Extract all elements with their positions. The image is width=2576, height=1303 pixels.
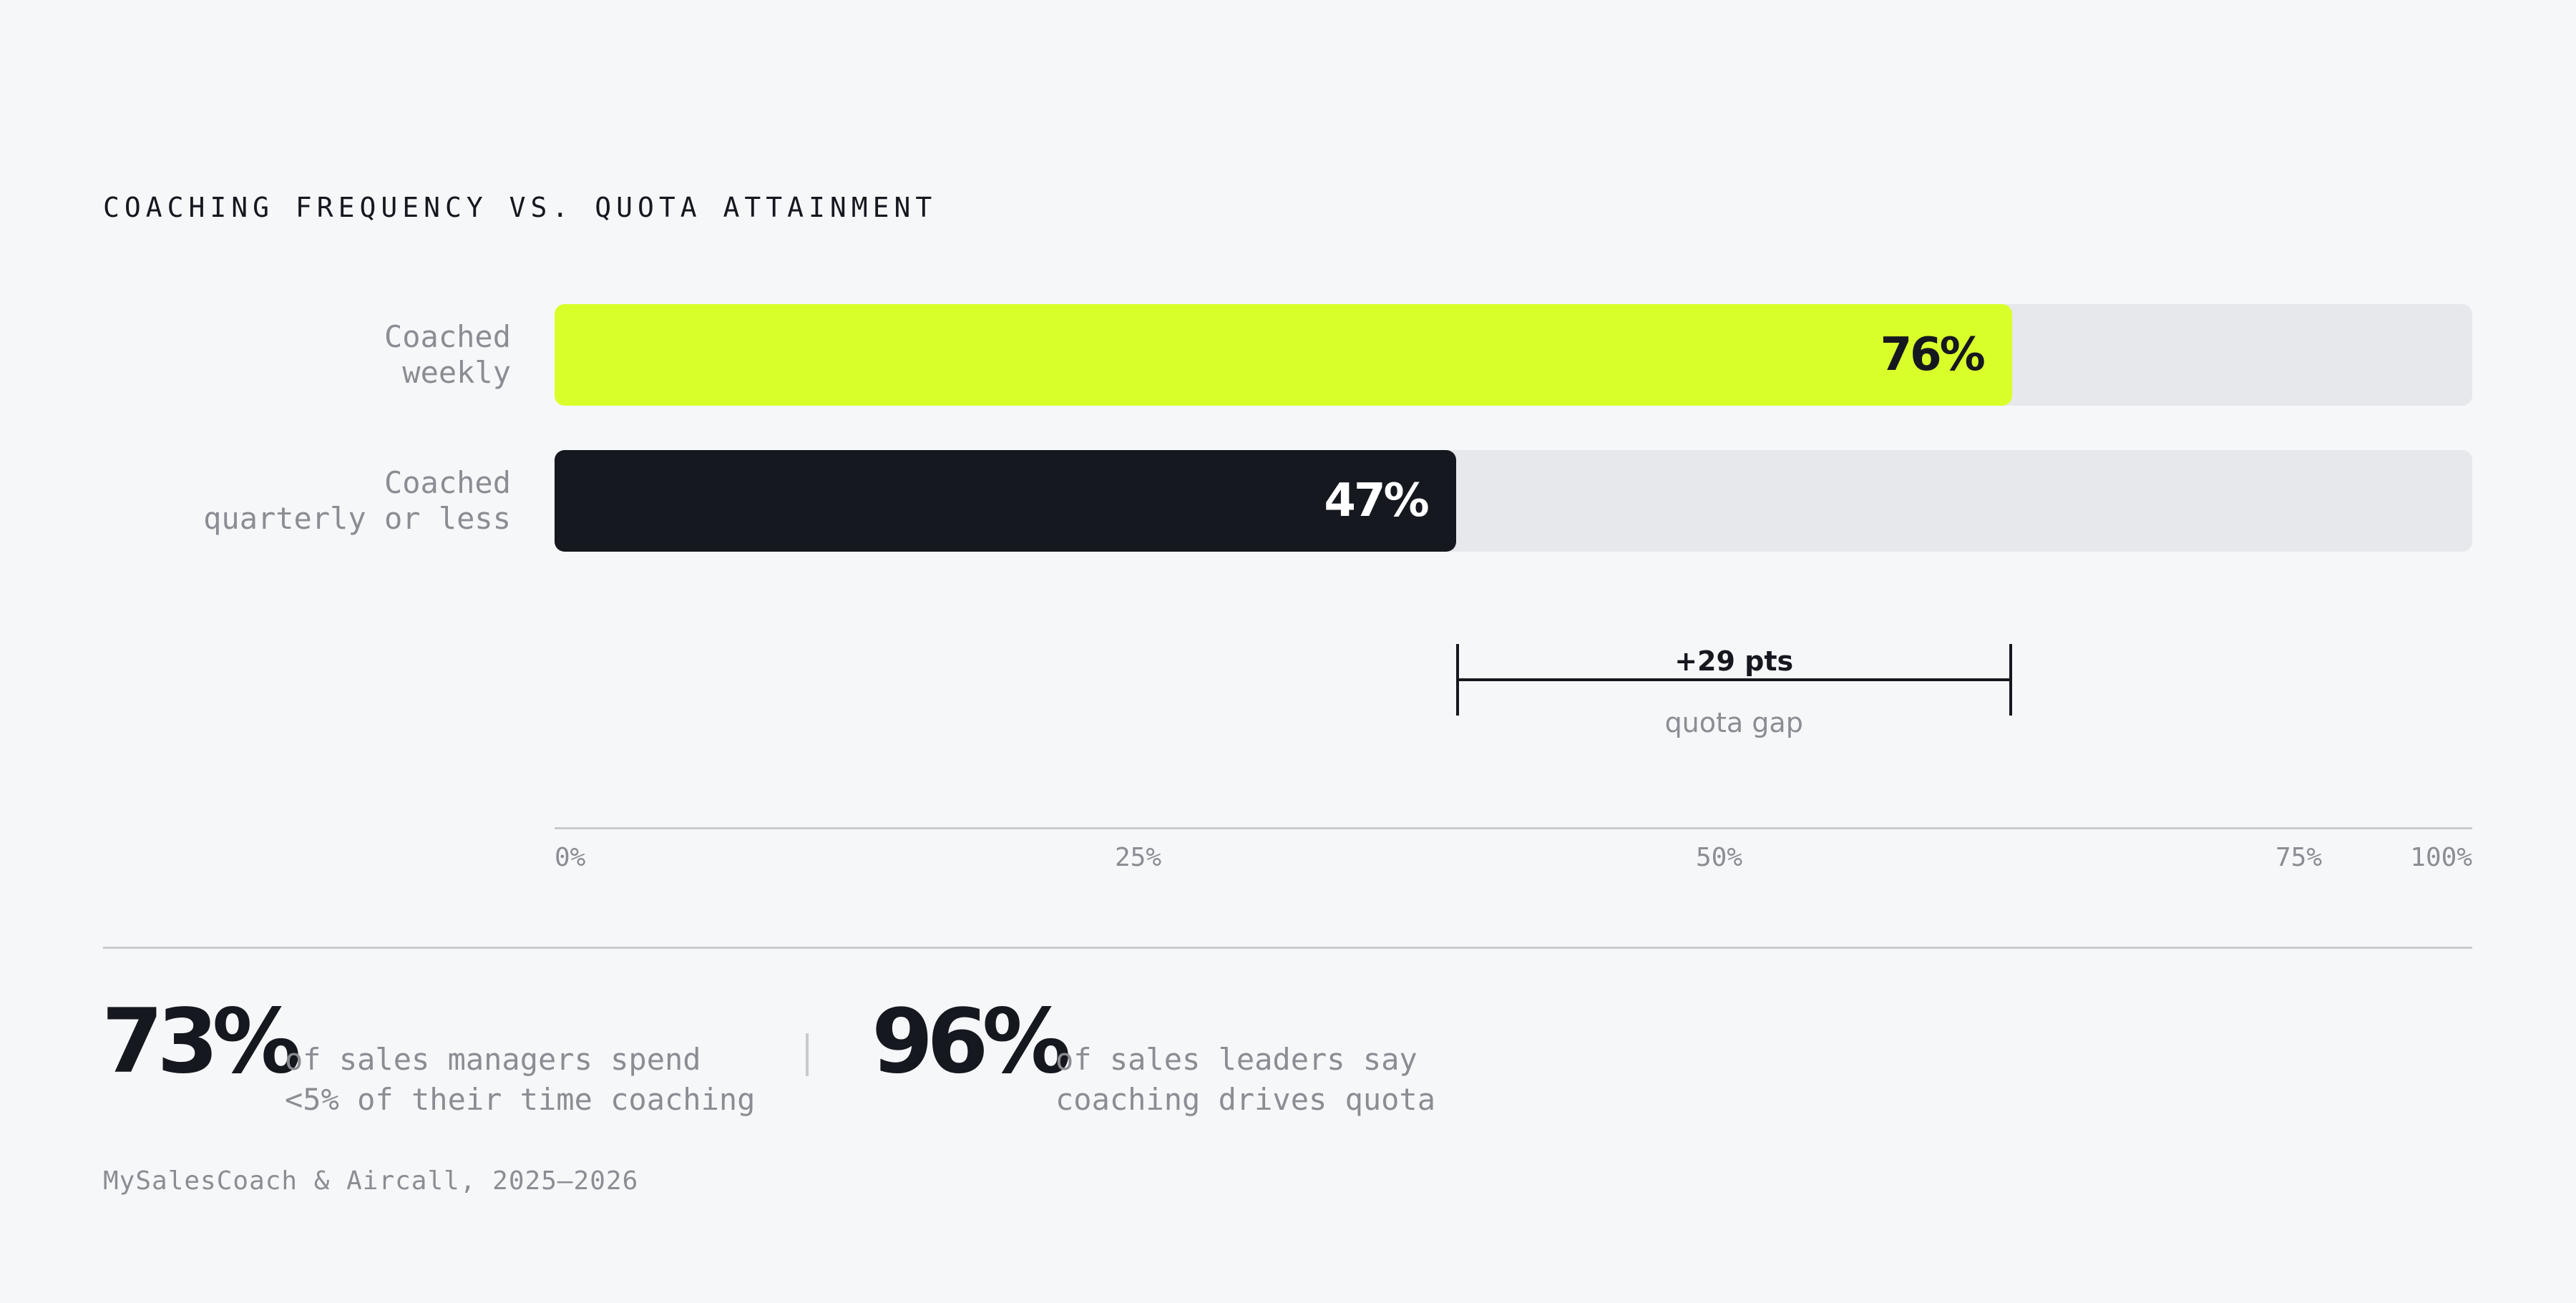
row-label-weekly: Coached weekly (384, 319, 511, 391)
x-tick-label: 75% (2275, 843, 2323, 872)
bar-value-label: 76% (1880, 328, 1986, 381)
stat-line: of sales leaders say (1055, 1042, 1418, 1077)
stat-line: of sales managers spend (285, 1042, 701, 1077)
bar-value-label: 47% (1324, 474, 1429, 527)
x-tick-label: 0% (555, 843, 586, 872)
gap-label: +29 pts (1674, 645, 1794, 677)
stat-number: 73% (102, 990, 301, 1093)
section-divider (103, 947, 2472, 949)
bar-track-quarterly: 47% (555, 450, 2472, 552)
x-axis-line (555, 827, 2472, 829)
row-label-line: Coached (384, 319, 511, 354)
row-label-quarterly: Coached quarterly or less (203, 465, 511, 537)
stat-description: of sales leaders say coaching drives quo… (1055, 1040, 1435, 1120)
bar-weekly: 76% (555, 304, 2012, 406)
gap-sublabel: quota gap (1664, 707, 1803, 738)
chart-title: COACHING FREQUENCY VS. QUOTA ATTAINMENT (103, 192, 937, 223)
stat-separator (806, 1033, 809, 1076)
row-label-line: Coached (384, 465, 511, 500)
x-tick-label: 100% (2410, 843, 2472, 872)
source-citation: MySalesCoach & Aircall, 2025–2026 (103, 1166, 639, 1196)
row-label-line: quarterly or less (203, 501, 511, 536)
row-label-line: weekly (402, 355, 511, 390)
x-tick-label: 50% (1696, 843, 1743, 872)
bar-quarterly: 47% (555, 450, 1456, 552)
gap-line (1455, 678, 2012, 681)
stat-line: <5% of their time coaching (285, 1082, 756, 1117)
stat-description: of sales managers spend <5% of their tim… (285, 1040, 755, 1120)
x-tick-label: 25% (1115, 843, 1162, 872)
quota-gap-annotation: +29 pts quota gap (1455, 644, 2012, 738)
bar-track-weekly: 76% (555, 304, 2472, 406)
stat-line: coaching drives quota (1055, 1082, 1436, 1117)
stat-number: 96% (872, 990, 1071, 1093)
